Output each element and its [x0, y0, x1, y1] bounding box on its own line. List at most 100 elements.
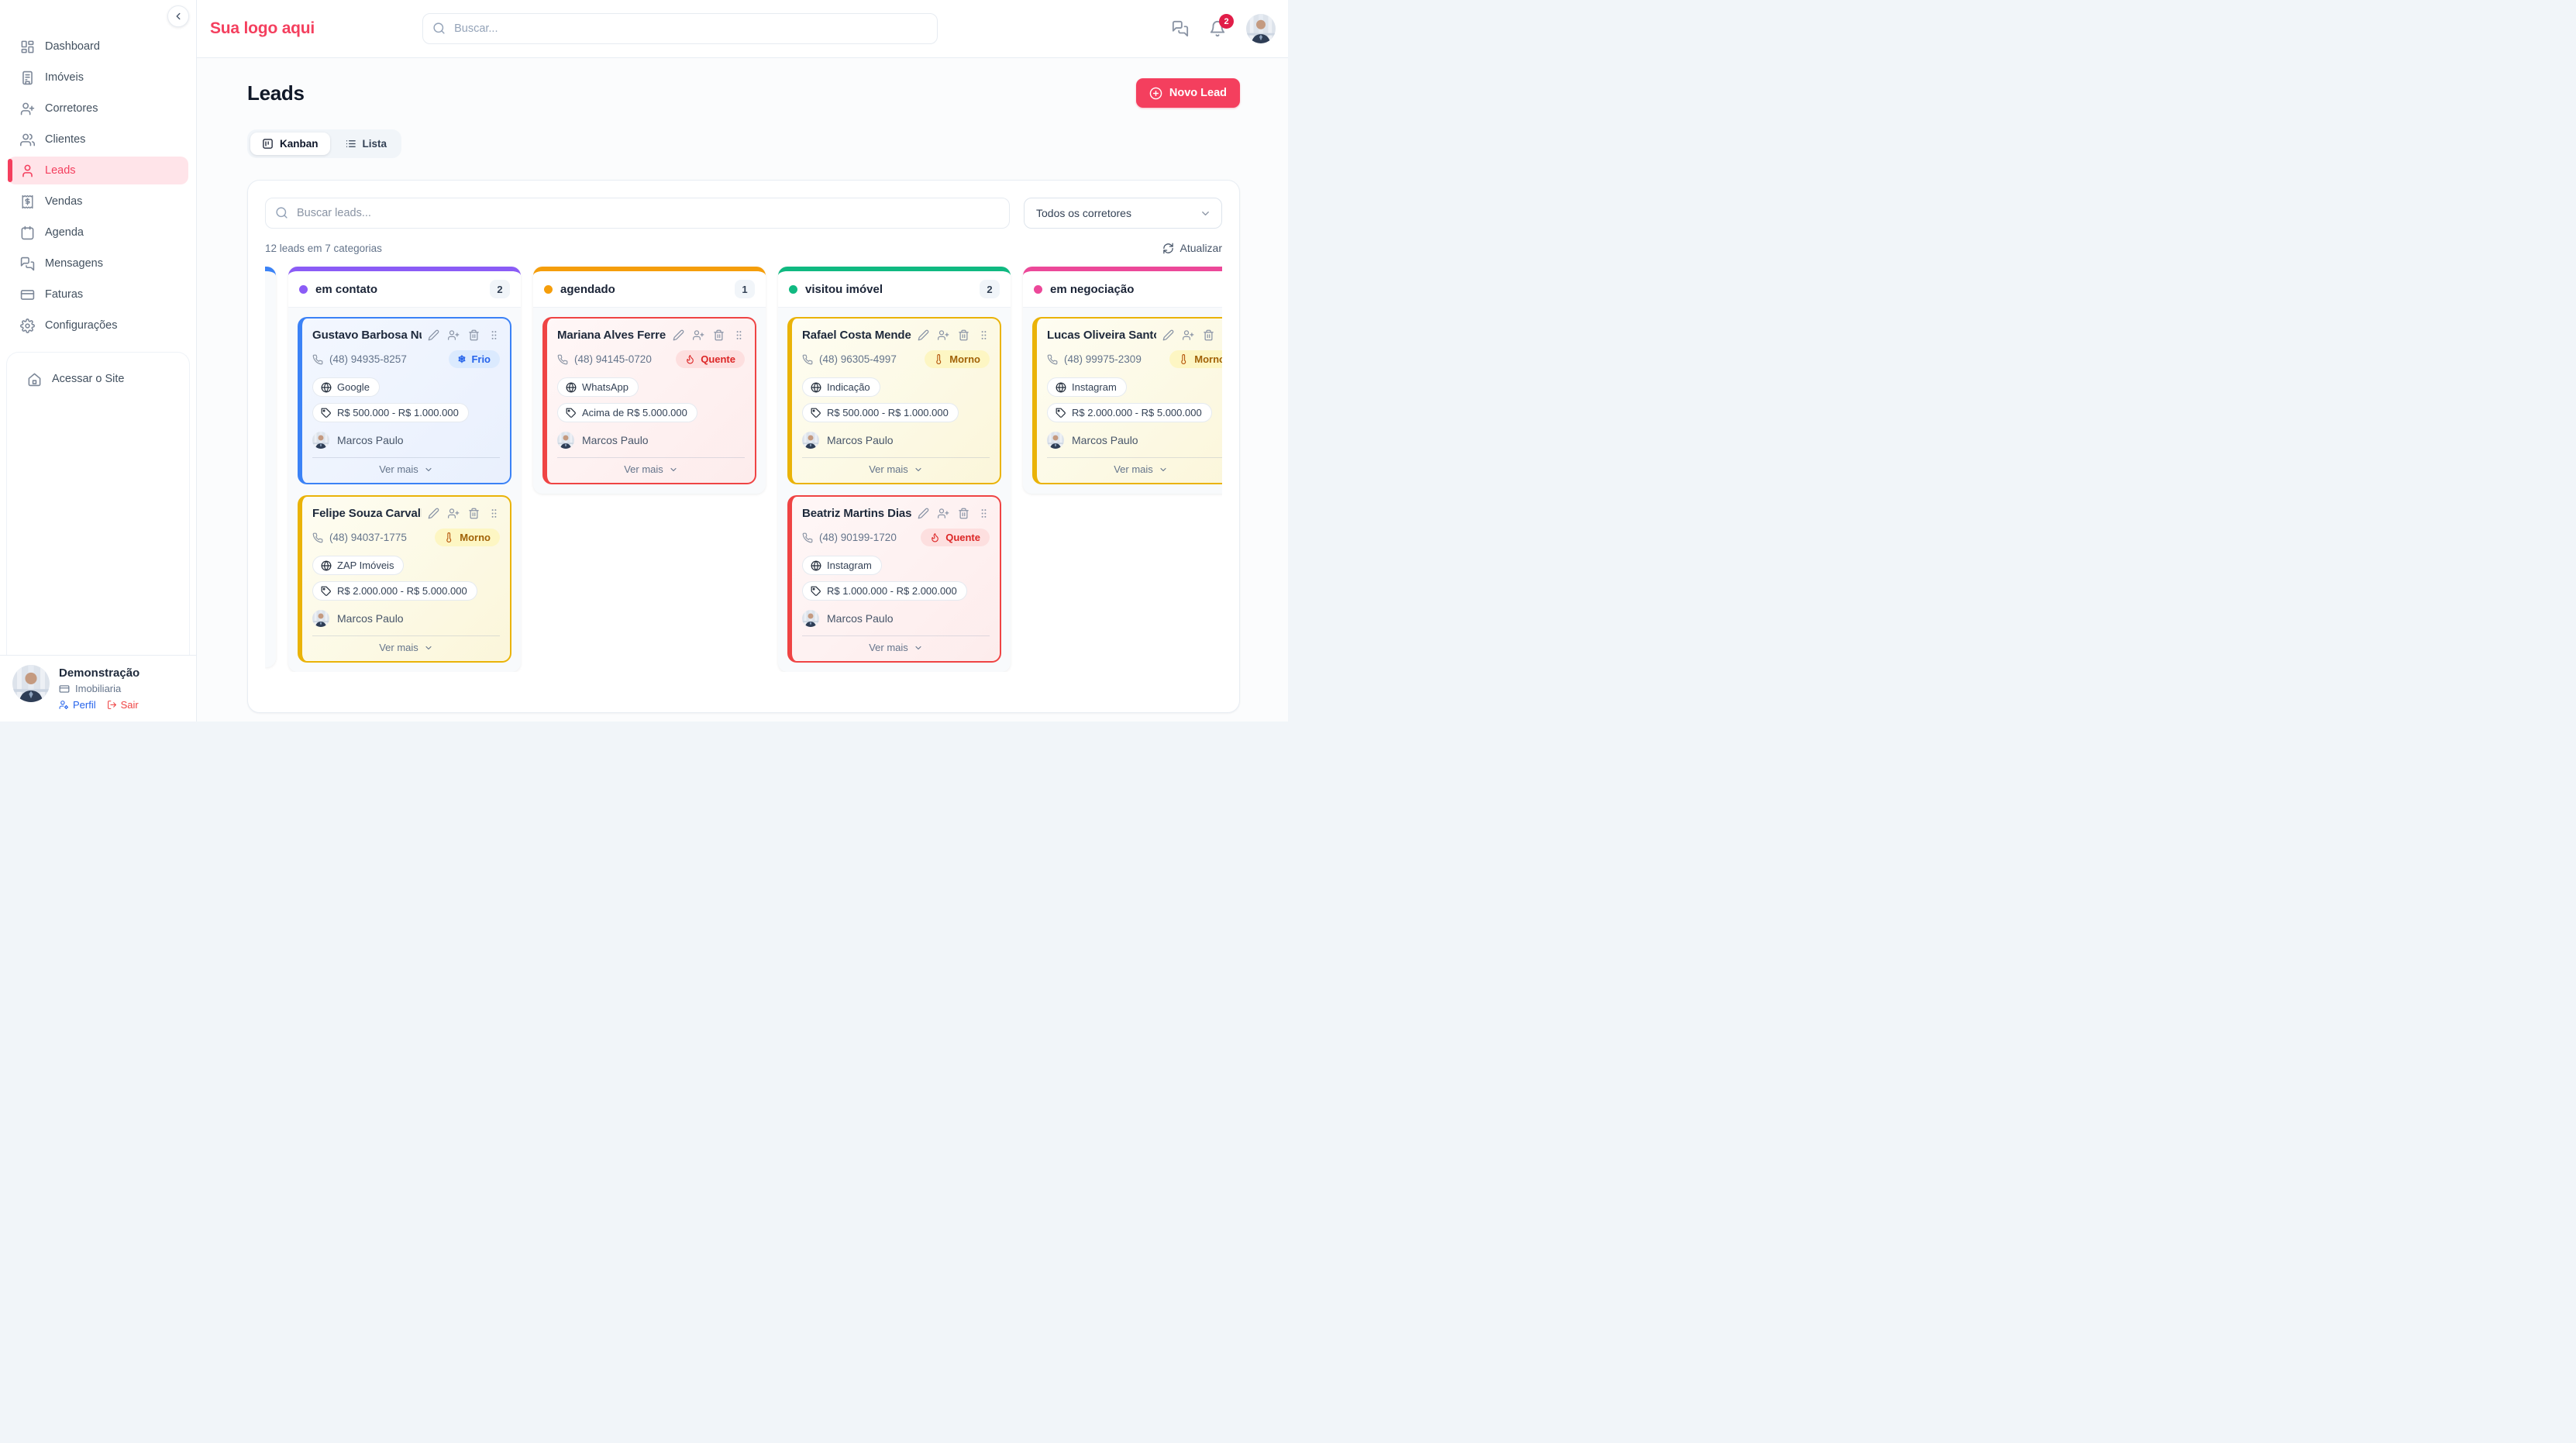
column-title: em contato — [315, 282, 378, 296]
search-icon — [432, 22, 446, 35]
kanban-column-em-contato: em contato 2 Gustavo Barbosa Nunes — [288, 267, 521, 672]
delete-icon[interactable] — [713, 329, 725, 341]
drag-handle-icon[interactable] — [978, 508, 990, 519]
sidebar-item-clientes[interactable]: Clientes — [8, 126, 188, 153]
topbar-avatar[interactable] — [1246, 14, 1276, 43]
sidebar: Dashboard Imóveis Corretores Clientes Le… — [0, 0, 197, 722]
sidebar-item-corretores[interactable]: Corretores — [8, 95, 188, 122]
profile-avatar — [12, 665, 50, 702]
page-content: Leads Novo Lead Kanban Lista — [197, 58, 1288, 722]
sidebar-item-leads[interactable]: Leads — [8, 157, 188, 184]
sidebar-item-faturas[interactable]: Faturas — [8, 281, 188, 308]
sidebar-item-vendas[interactable]: Vendas — [8, 188, 188, 215]
lead-card[interactable]: Lucas Oliveira Santos — [1032, 317, 1222, 484]
lead-name: Felipe Souza Carvalho — [312, 507, 422, 520]
drag-handle-icon[interactable] — [733, 329, 745, 341]
column-title: agendado — [560, 282, 615, 296]
tab-lista[interactable]: Lista — [333, 133, 399, 155]
lead-source-chip: Instagram — [802, 556, 882, 575]
sidebar-item-configuracoes[interactable]: Configurações — [8, 312, 188, 339]
sidebar-item-label: Clientes — [45, 133, 86, 146]
temperature-badge: Quente — [921, 529, 990, 546]
home-icon — [27, 372, 42, 387]
tab-kanban[interactable]: Kanban — [250, 133, 330, 155]
profile-link[interactable]: Perfil — [59, 699, 96, 711]
edit-icon[interactable] — [428, 508, 439, 519]
assign-user-icon[interactable] — [1183, 329, 1194, 341]
user-profile-card: Demonstração Imobiliaria Perfil Sair — [0, 655, 196, 722]
broker-filter-select[interactable]: Todos os corretores — [1024, 198, 1222, 229]
view-switcher: Kanban Lista — [247, 129, 402, 158]
globe-icon — [321, 382, 332, 393]
delete-icon[interactable] — [468, 329, 480, 341]
assign-user-icon[interactable] — [448, 329, 460, 341]
sidebar-item-acessar-site[interactable]: Acessar o Site — [15, 365, 181, 393]
lead-price-chip: R$ 1.000.000 - R$ 2.000.000 — [802, 581, 967, 601]
delete-icon[interactable] — [958, 329, 969, 341]
delete-icon[interactable] — [1203, 329, 1214, 341]
chat-button[interactable] — [1172, 20, 1189, 37]
sidebar-item-label: Dashboard — [45, 40, 100, 53]
user-plus-icon — [20, 102, 35, 116]
ver-mais-button[interactable]: Ver mais — [379, 642, 433, 653]
ver-mais-button[interactable]: Ver mais — [624, 463, 678, 475]
leads-search-input[interactable] — [265, 198, 1010, 229]
agent-avatar — [312, 432, 329, 449]
lead-card[interactable]: Felipe Souza Carvalho — [298, 495, 511, 663]
new-lead-button[interactable]: Novo Lead — [1135, 78, 1240, 108]
logout-link[interactable]: Sair — [107, 699, 139, 711]
tag-icon — [321, 586, 332, 597]
agent-avatar — [802, 432, 819, 449]
sidebar-item-imoveis[interactable]: Imóveis — [8, 64, 188, 91]
phone-icon — [557, 354, 568, 365]
users-icon — [20, 133, 35, 147]
delete-icon[interactable] — [958, 508, 969, 519]
ver-mais-button[interactable]: Ver mais — [379, 463, 433, 475]
edit-icon[interactable] — [1162, 329, 1174, 341]
assign-user-icon[interactable] — [938, 508, 949, 519]
user-gear-icon — [59, 700, 69, 710]
notifications-button[interactable]: 2 — [1209, 14, 1234, 37]
phone-icon — [802, 354, 813, 365]
delete-icon[interactable] — [468, 508, 480, 519]
edit-icon[interactable] — [673, 329, 684, 341]
refresh-button[interactable]: Atualizar — [1162, 242, 1222, 254]
drag-handle-icon[interactable] — [488, 329, 500, 341]
snowflake-icon: ❄ — [457, 353, 467, 365]
flame-icon — [930, 532, 940, 542]
phone-icon — [1047, 354, 1058, 365]
assign-user-icon[interactable] — [938, 329, 949, 341]
chevron-down-icon — [1159, 465, 1168, 474]
global-search-input[interactable] — [422, 13, 938, 44]
sidebar-item-mensagens[interactable]: Mensagens — [8, 250, 188, 277]
edit-icon[interactable] — [428, 329, 439, 341]
column-title: visitou imóvel — [805, 282, 883, 296]
edit-icon[interactable] — [918, 508, 929, 519]
assign-user-icon[interactable] — [693, 329, 704, 341]
drag-handle-icon[interactable] — [978, 329, 990, 341]
sidebar-item-agenda[interactable]: Agenda — [8, 219, 188, 246]
lead-card[interactable]: Gustavo Barbosa Nunes — [298, 317, 511, 484]
ver-mais-button[interactable]: Ver mais — [1114, 463, 1168, 475]
column-title: em negociação — [1050, 282, 1135, 296]
lead-source-chip: Instagram — [1047, 377, 1127, 397]
assign-user-icon[interactable] — [448, 508, 460, 519]
temperature-badge: Morno — [435, 529, 500, 546]
ver-mais-button[interactable]: Ver mais — [869, 463, 923, 475]
lead-card[interactable]: Beatriz Martins Dias — [787, 495, 1001, 663]
main-area: Sua logo aqui 2 Leads — [197, 0, 1288, 722]
lead-card[interactable]: Rafael Costa Mendes — [787, 317, 1001, 484]
column-header: agendado 1 — [533, 271, 766, 308]
lead-card[interactable]: Mariana Alves Ferreira — [542, 317, 756, 484]
agent-name: Marcos Paulo — [1072, 434, 1138, 446]
sidebar-collapse-button[interactable] — [167, 5, 189, 27]
ver-mais-button[interactable]: Ver mais — [869, 642, 923, 653]
lead-price-chip: R$ 500.000 - R$ 1.000.000 — [802, 403, 959, 422]
edit-icon[interactable] — [918, 329, 929, 341]
agent-avatar — [557, 432, 574, 449]
sidebar-item-dashboard[interactable]: Dashboard — [8, 33, 188, 60]
lead-name: Rafael Costa Mendes — [802, 329, 911, 342]
drag-handle-icon[interactable] — [488, 508, 500, 519]
active-indicator — [8, 159, 12, 182]
lead-source-chip: WhatsApp — [557, 377, 639, 397]
